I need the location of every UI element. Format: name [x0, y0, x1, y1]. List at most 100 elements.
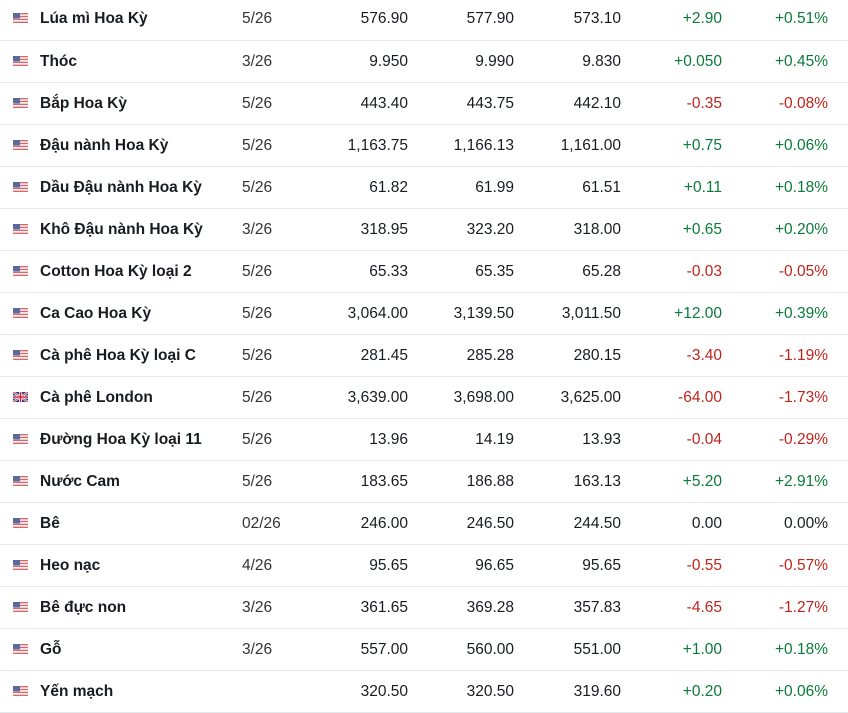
last-price: 318.95: [360, 221, 408, 238]
high-price: 323.20: [466, 221, 514, 238]
commodity-name-link[interactable]: Cotton Hoa Kỳ loại 2: [40, 263, 192, 280]
high-price: 65.35: [475, 263, 514, 280]
table-row[interactable]: Heo nạc 4/26 95.65 96.65 95.65 -0.55 -0.…: [0, 545, 848, 587]
table-row[interactable]: Thóc 3/26 9.950 9.990 9.830 +0.050 +0.45…: [0, 41, 848, 83]
commodity-name-link[interactable]: Bê: [40, 515, 60, 532]
contract-month: 4/26: [242, 557, 273, 574]
commodity-name-link[interactable]: Bắp Hoa Kỳ: [40, 95, 127, 112]
last-price: 61.82: [369, 179, 408, 196]
table-row[interactable]: Bắp Hoa Kỳ 5/26 443.40 443.75 442.10 -0.…: [0, 83, 848, 125]
high-price: 96.65: [475, 557, 514, 574]
high-price: 369.28: [466, 599, 514, 616]
table-row[interactable]: Bê 02/26 246.00 246.50 244.50 0.00 0.00%: [0, 503, 848, 545]
commodity-name-link[interactable]: Khô Đậu nành Hoa Kỳ: [40, 221, 203, 238]
us-flag-icon: [13, 263, 28, 276]
table-row[interactable]: Dầu Đậu nành Hoa Kỳ 5/26 61.82 61.99 61.…: [0, 167, 848, 209]
change-value: +0.11: [683, 179, 722, 196]
us-flag-icon: [13, 305, 28, 318]
contract-month: 3/26: [242, 599, 273, 616]
high-price: 443.75: [466, 95, 514, 112]
high-price: 186.88: [466, 473, 514, 490]
commodity-name-link[interactable]: Cà phê Hoa Kỳ loại C: [40, 347, 196, 364]
contract-month: 5/26: [242, 473, 273, 490]
high-price: 320.50: [466, 683, 514, 700]
contract-month: 5/26: [242, 263, 273, 280]
table-row[interactable]: Đậu nành Hoa Kỳ 5/26 1,163.75 1,166.13 1…: [0, 125, 848, 167]
table-row[interactable]: Lúa mì Hoa Kỳ 5/26 576.90 577.90 573.10 …: [0, 0, 848, 41]
low-price: 13.93: [582, 431, 621, 448]
commodity-name-link[interactable]: Bê đực non: [40, 599, 127, 616]
commodity-name-link[interactable]: Đậu nành Hoa Kỳ: [40, 137, 169, 154]
commodity-name-link[interactable]: Thóc: [40, 53, 78, 70]
commodity-name-link[interactable]: Cà phê London: [40, 389, 153, 406]
commodity-name-link[interactable]: Heo nạc: [40, 557, 101, 574]
change-percent: +0.39%: [774, 305, 828, 322]
table-row[interactable]: Khô Đậu nành Hoa Kỳ 3/26 318.95 323.20 3…: [0, 209, 848, 251]
change-percent: +0.51%: [774, 10, 828, 27]
change-percent: -1.27%: [778, 599, 828, 616]
contract-month: 5/26: [242, 347, 273, 364]
contract-month: 3/26: [242, 221, 273, 238]
uk-flag-icon: [12, 389, 29, 403]
table-row[interactable]: Cà phê London 5/26 3,639.00 3,698.00 3,6…: [0, 377, 848, 419]
change-percent: -1.19%: [778, 347, 828, 364]
last-price: 246.00: [360, 515, 408, 532]
contract-month: 5/26: [242, 305, 273, 322]
low-price: 573.10: [573, 10, 621, 27]
table-row[interactable]: Cà phê Hoa Kỳ loại C 5/26 281.45 285.28 …: [0, 335, 848, 377]
table-row[interactable]: Gỗ 3/26 557.00 560.00 551.00 +1.00 +0.18…: [0, 629, 848, 671]
low-price: 3,625.00: [560, 389, 621, 406]
last-price: 3,639.00: [347, 389, 408, 406]
low-price: 95.65: [582, 557, 621, 574]
last-price: 443.40: [360, 95, 408, 112]
commodity-name-link[interactable]: Gỗ: [40, 641, 62, 658]
contract-month: 5/26: [242, 95, 273, 112]
commodity-name-link[interactable]: Dầu Đậu nành Hoa Kỳ: [40, 179, 202, 196]
contract-month: 5/26: [242, 10, 273, 27]
change-value: -4.65: [686, 599, 722, 616]
contract-month: 3/26: [242, 53, 273, 70]
high-price: 3,139.50: [453, 305, 514, 322]
change-percent: +2.91%: [774, 473, 828, 490]
high-price: 3,698.00: [453, 389, 514, 406]
commodity-name-link[interactable]: Nước Cam: [40, 473, 120, 490]
table-row[interactable]: Nước Cam 5/26 183.65 186.88 163.13 +5.20…: [0, 461, 848, 503]
change-value: 0.00: [691, 515, 722, 532]
change-percent: +0.06%: [774, 137, 828, 154]
contract-month: 3/26: [242, 641, 273, 658]
change-percent: +0.06%: [774, 683, 828, 700]
low-price: 65.28: [582, 263, 621, 280]
table-row[interactable]: Bê đực non 3/26 361.65 369.28 357.83 -4.…: [0, 587, 848, 629]
low-price: 318.00: [573, 221, 621, 238]
low-price: 551.00: [573, 641, 621, 658]
low-price: 3,011.50: [561, 305, 621, 322]
change-percent: +0.18%: [774, 641, 828, 658]
commodity-name-link[interactable]: Ca Cao Hoa Kỳ: [40, 305, 152, 322]
low-price: 319.60: [573, 683, 621, 700]
table-row[interactable]: Đường Hoa Kỳ loại 11 5/26 13.96 14.19 13…: [0, 419, 848, 461]
us-flag-icon: [13, 515, 28, 528]
change-value: +1.00: [682, 641, 722, 658]
last-price: 576.90: [360, 10, 408, 27]
us-flag-icon: [13, 473, 28, 486]
low-price: 1,161.00: [560, 137, 621, 154]
low-price: 357.83: [573, 599, 621, 616]
last-price: 320.50: [360, 683, 408, 700]
table-row[interactable]: Ca Cao Hoa Kỳ 5/26 3,064.00 3,139.50 3,0…: [0, 293, 848, 335]
us-flag-icon: [13, 599, 28, 612]
low-price: 9.830: [582, 53, 621, 70]
change-value: -0.35: [686, 95, 722, 112]
contract-month: 5/26: [242, 389, 273, 406]
commodity-name-link[interactable]: Yến mạch: [40, 683, 114, 700]
last-price: 183.65: [360, 473, 408, 490]
us-flag-icon: [13, 641, 28, 654]
contract-month: 5/26: [242, 431, 273, 448]
table-row[interactable]: Cotton Hoa Kỳ loại 2 5/26 65.33 65.35 65…: [0, 251, 848, 293]
high-price: 1,166.13: [453, 137, 514, 154]
commodity-name-link[interactable]: Lúa mì Hoa Kỳ: [40, 10, 148, 27]
change-percent: -1.73%: [778, 389, 828, 406]
commodity-name-link[interactable]: Đường Hoa Kỳ loại 11: [40, 431, 202, 448]
table-row[interactable]: Yến mạch 320.50 320.50 319.60 +0.20 +0.0…: [0, 671, 848, 713]
contract-month: 5/26: [242, 179, 273, 196]
low-price: 244.50: [573, 515, 621, 532]
